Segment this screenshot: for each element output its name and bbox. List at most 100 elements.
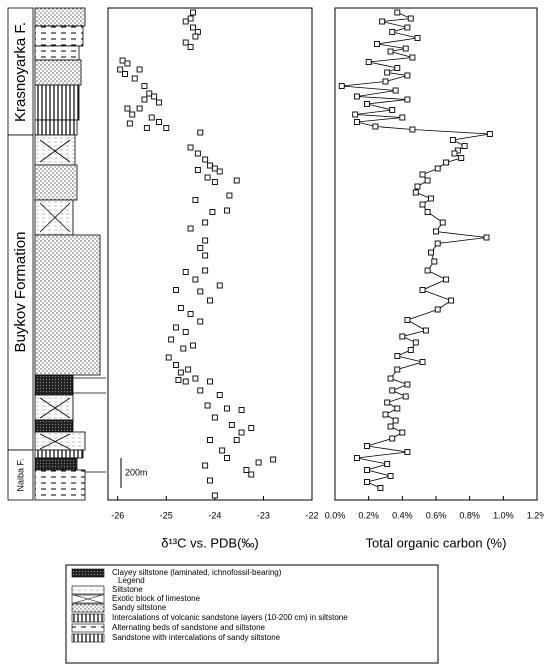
point [382, 411, 389, 418]
point [233, 437, 240, 443]
point [338, 83, 345, 89]
lithology-column [7, 7, 106, 501]
x-tick-label: -25 [160, 510, 173, 520]
point [197, 387, 204, 394]
point [243, 467, 250, 473]
point [394, 405, 401, 412]
point [226, 192, 233, 199]
x-tick-label: 0.8% [459, 510, 480, 520]
point [353, 119, 360, 125]
point [202, 237, 209, 244]
point [364, 101, 370, 107]
plot-frame [107, 7, 313, 501]
point [224, 405, 230, 412]
point [399, 114, 406, 121]
legend-title: Legend [118, 576, 145, 585]
point [207, 477, 213, 484]
point [141, 96, 148, 103]
point [451, 150, 458, 157]
point [197, 129, 204, 136]
point [379, 18, 386, 25]
point [422, 327, 429, 334]
point [224, 207, 230, 214]
point [449, 137, 456, 143]
plot-frame [334, 7, 538, 501]
point [129, 111, 136, 118]
point [165, 354, 172, 361]
point [404, 72, 411, 79]
legend-swatch [71, 585, 105, 595]
point [216, 282, 223, 289]
legend-swatch [71, 568, 105, 578]
point [409, 126, 416, 133]
point [192, 197, 199, 203]
point [443, 159, 450, 166]
point [424, 177, 431, 184]
point [146, 90, 153, 97]
point [190, 24, 196, 31]
legend-label: Exotic block of limestone [112, 594, 201, 603]
point [211, 492, 218, 499]
point [364, 443, 370, 449]
point [177, 369, 184, 376]
point [197, 288, 204, 295]
point [131, 75, 138, 82]
point [424, 267, 431, 274]
point [182, 378, 189, 385]
legend-swatch [73, 594, 103, 604]
point [211, 179, 218, 185]
point [124, 60, 131, 67]
point [156, 99, 162, 106]
scale-bar-label: 200m [125, 467, 148, 477]
legend-label: Clayey siltstone (laminated, ichnofossil… [112, 568, 282, 577]
point [486, 131, 493, 137]
x-axis-label: δ¹³C vs. PDB(‰) [161, 535, 259, 550]
x-tick-label: -26 [111, 510, 124, 520]
point [402, 393, 409, 400]
point [412, 189, 419, 196]
legend-swatch [71, 613, 105, 623]
point [394, 353, 401, 359]
point [424, 209, 431, 215]
point [182, 39, 189, 46]
point [399, 333, 406, 340]
x-tick-label: -23 [257, 510, 270, 520]
point [419, 171, 426, 178]
point [192, 276, 199, 283]
point [434, 240, 441, 247]
point [483, 234, 490, 241]
point [387, 473, 394, 479]
point [204, 402, 211, 409]
point [443, 276, 450, 283]
point [182, 18, 189, 25]
point [384, 461, 391, 467]
point [202, 252, 209, 259]
point [428, 195, 434, 202]
point [389, 29, 396, 35]
point [151, 93, 158, 100]
point [180, 345, 187, 352]
point [192, 33, 199, 40]
point [448, 297, 455, 304]
point [185, 366, 192, 373]
point [248, 471, 255, 478]
point [175, 377, 182, 383]
point [124, 105, 131, 112]
point [197, 245, 204, 251]
point [122, 71, 128, 77]
point [387, 48, 394, 55]
point [419, 287, 426, 293]
point [126, 120, 133, 127]
point [439, 219, 446, 226]
point [389, 107, 396, 113]
x-tick-label: -24 [208, 510, 221, 520]
point [182, 329, 189, 335]
point [238, 429, 245, 436]
point [148, 114, 155, 121]
x-tick-label: 0.0% [325, 510, 346, 520]
point [228, 422, 235, 428]
x-tick-label: 0.2% [358, 510, 379, 520]
point [190, 9, 196, 16]
point [233, 177, 240, 184]
